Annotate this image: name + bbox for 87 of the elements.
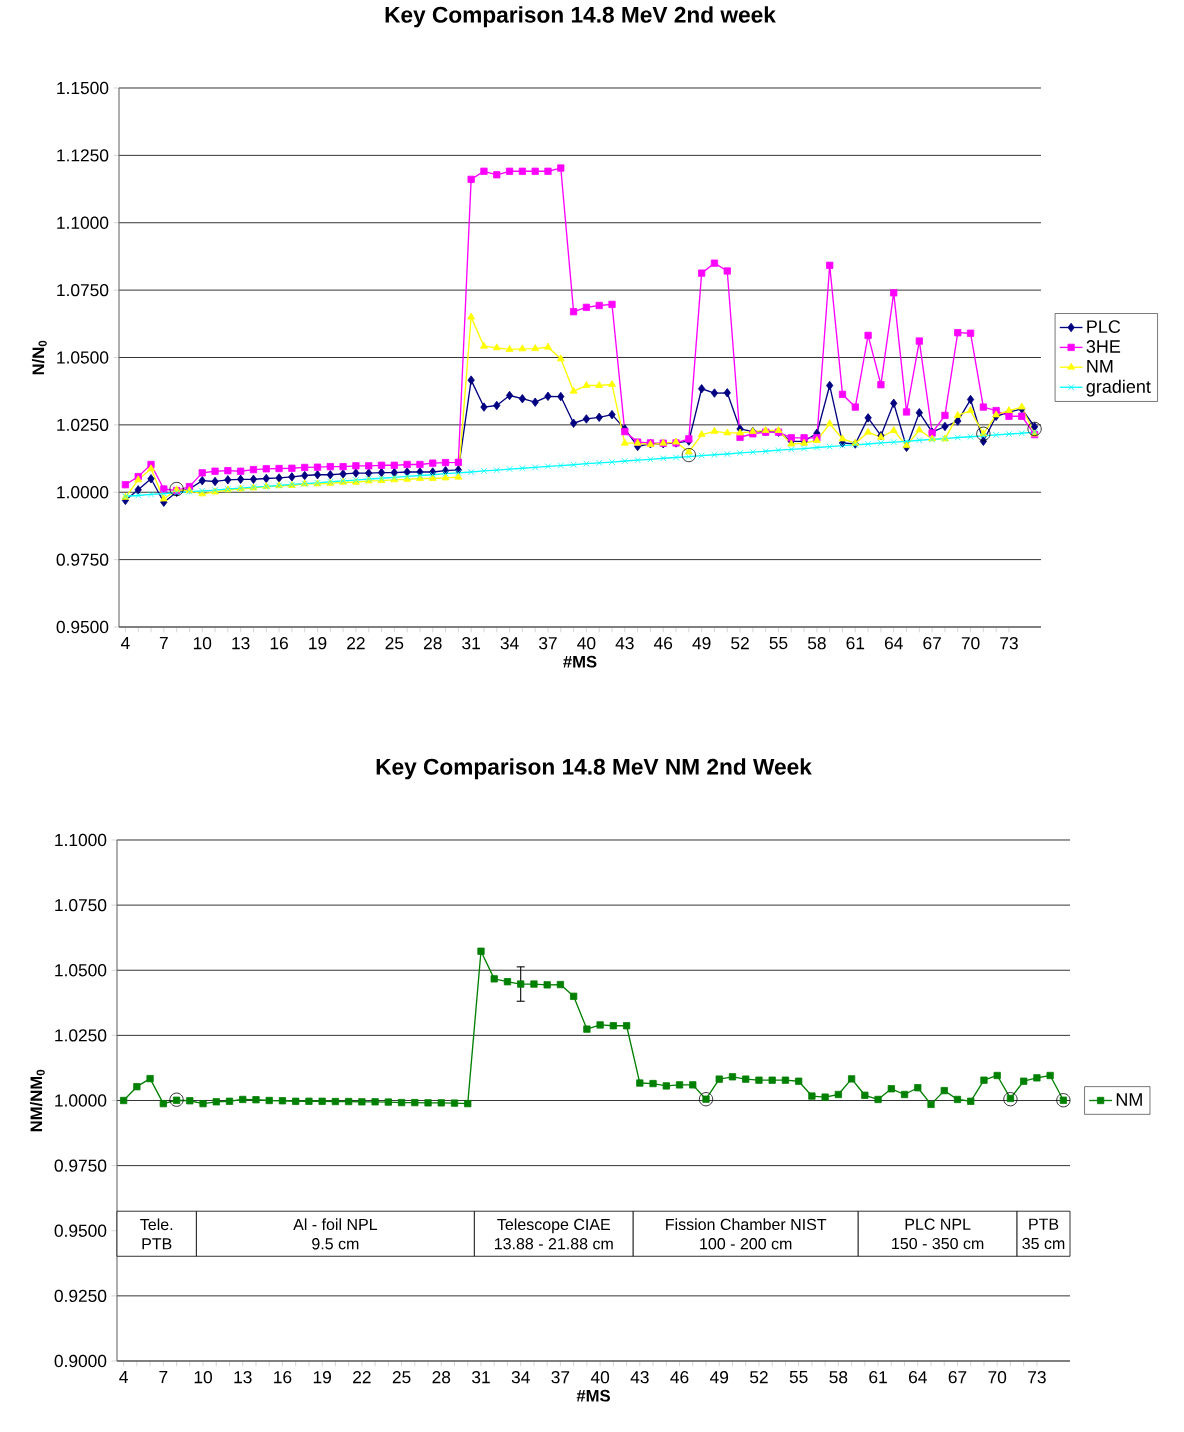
x-tick-label: 22 [353, 1371, 371, 1384]
y-tick-label: 1.1500 [57, 81, 109, 95]
x-tick-label: 58 [807, 637, 826, 650]
x-tick-label: 28 [432, 1371, 451, 1384]
x-tick-label: 55 [769, 637, 788, 650]
y-tick-label: 1.0750 [57, 283, 109, 297]
x-tick-label: 31 [462, 637, 480, 650]
y-tick-label: 1.1000 [55, 833, 107, 847]
x-tick-label: 25 [392, 1371, 411, 1384]
y-tick-label: 0.9000 [54, 1354, 107, 1368]
legend-label: 3HE [1086, 340, 1121, 353]
chart-title: Key Comparison 14.8 MeV 2nd week [385, 6, 776, 28]
x-tick-label: 19 [313, 1371, 331, 1384]
x-tick-label: 70 [988, 1371, 1007, 1384]
x-tick-label: 25 [385, 637, 404, 650]
band-label: PTB 35 cm [1022, 1218, 1065, 1250]
x-tick-label: 31 [472, 1371, 490, 1384]
x-tick-label: 67 [948, 1371, 967, 1384]
y-tick-label: 1.0000 [55, 1094, 107, 1107]
y-tick-label: 0.9250 [54, 1289, 107, 1302]
x-tick-label: 64 [884, 637, 903, 650]
y-tick-label: 1.0750 [55, 898, 107, 912]
y-tick-label: 0.9750 [56, 553, 109, 566]
y-axis-title: NM/NM$_{0}$ [29, 1069, 45, 1132]
x-tick-label: 4 [119, 1371, 128, 1383]
x-axis-title: #MS [563, 655, 597, 668]
x-tick-label: 28 [423, 637, 442, 650]
x-tick-label: 34 [500, 637, 519, 650]
x-tick-label: 34 [511, 1371, 530, 1384]
band-label: Fission Chamber NIST 100 - 200 cm [666, 1218, 827, 1250]
band-label: Tele. PTB [140, 1218, 173, 1250]
x-tick-label: 37 [551, 1371, 570, 1384]
x-tick-label: 55 [789, 1371, 808, 1384]
y-tick-label: 1.0250 [57, 418, 109, 431]
x-tick-label: 52 [731, 637, 749, 650]
y-tick-label: 1.0250 [55, 1029, 107, 1042]
x-tick-label: 22 [347, 637, 365, 650]
y-tick-label: 0.9500 [56, 620, 109, 634]
legend-label: NM [1087, 360, 1113, 373]
legend-label: PLC [1087, 320, 1121, 333]
y-axis-title: N/N$_{0}$ [31, 340, 47, 375]
x-tick-label: 49 [710, 1371, 729, 1384]
x-tick-label: 61 [869, 1371, 887, 1384]
x-tick-label: 64 [909, 1371, 927, 1384]
x-tick-label: 13 [234, 1371, 252, 1384]
y-tick-label: 1.0000 [57, 486, 109, 499]
point [681, 447, 696, 463]
x-tick-label: 58 [829, 1371, 848, 1384]
x-tick-label: 52 [750, 1371, 768, 1384]
x-tick-label: 40 [577, 637, 596, 650]
y-tick-label: 1.0500 [57, 351, 109, 364]
x-tick-label: 7 [159, 637, 168, 649]
x-tick-label: 49 [692, 637, 711, 650]
x-tick-label: 10 [193, 637, 212, 650]
x-tick-label: 73 [1028, 1371, 1046, 1384]
y-tick-label: 0.9750 [54, 1159, 107, 1172]
x-tick-label: 4 [120, 637, 130, 649]
x-tick-label: 10 [194, 1371, 212, 1384]
x-tick-label: 61 [846, 637, 865, 650]
x-tick-label: 16 [270, 637, 288, 650]
x-tick-label: 19 [309, 637, 327, 650]
x-tick-label: 40 [590, 1371, 610, 1384]
x-tick-label: 46 [653, 637, 673, 650]
y-tick-label: 1.1250 [57, 149, 109, 162]
x-tick-label: 46 [670, 1371, 689, 1384]
x-tick-label: 13 [232, 637, 250, 650]
y-tick-label: 0.9500 [54, 1224, 107, 1237]
y-tick-label: 1.1000 [57, 216, 109, 229]
x-tick-label: 16 [274, 1371, 292, 1384]
x-axis-title: #MS [576, 1389, 610, 1402]
point [976, 426, 991, 441]
point [169, 481, 184, 497]
legend-label: gradient [1086, 379, 1151, 397]
legend-label: NM [1116, 1093, 1142, 1106]
band-label: Telescope CIAE 13.88 - 21.88 cm [494, 1218, 613, 1250]
x-tick-label: 73 [1000, 637, 1018, 650]
x-tick-label: 70 [961, 637, 980, 650]
y-tick-label: 1.0500 [55, 964, 107, 977]
x-tick-label: 43 [630, 1371, 649, 1384]
x-tick-label: 43 [615, 637, 634, 650]
band-label: PLC NPL 150 - 350 cm [892, 1218, 984, 1250]
x-tick-label: 37 [539, 637, 557, 650]
point [1027, 421, 1042, 436]
x-tick-label: 7 [159, 1371, 168, 1383]
x-tick-label: 67 [923, 637, 941, 650]
band-label: Al - foil NPL 9.5 cm [293, 1218, 378, 1250]
chart-title: Key Comparison 14.8 MeV NM 2nd Week [376, 758, 812, 780]
